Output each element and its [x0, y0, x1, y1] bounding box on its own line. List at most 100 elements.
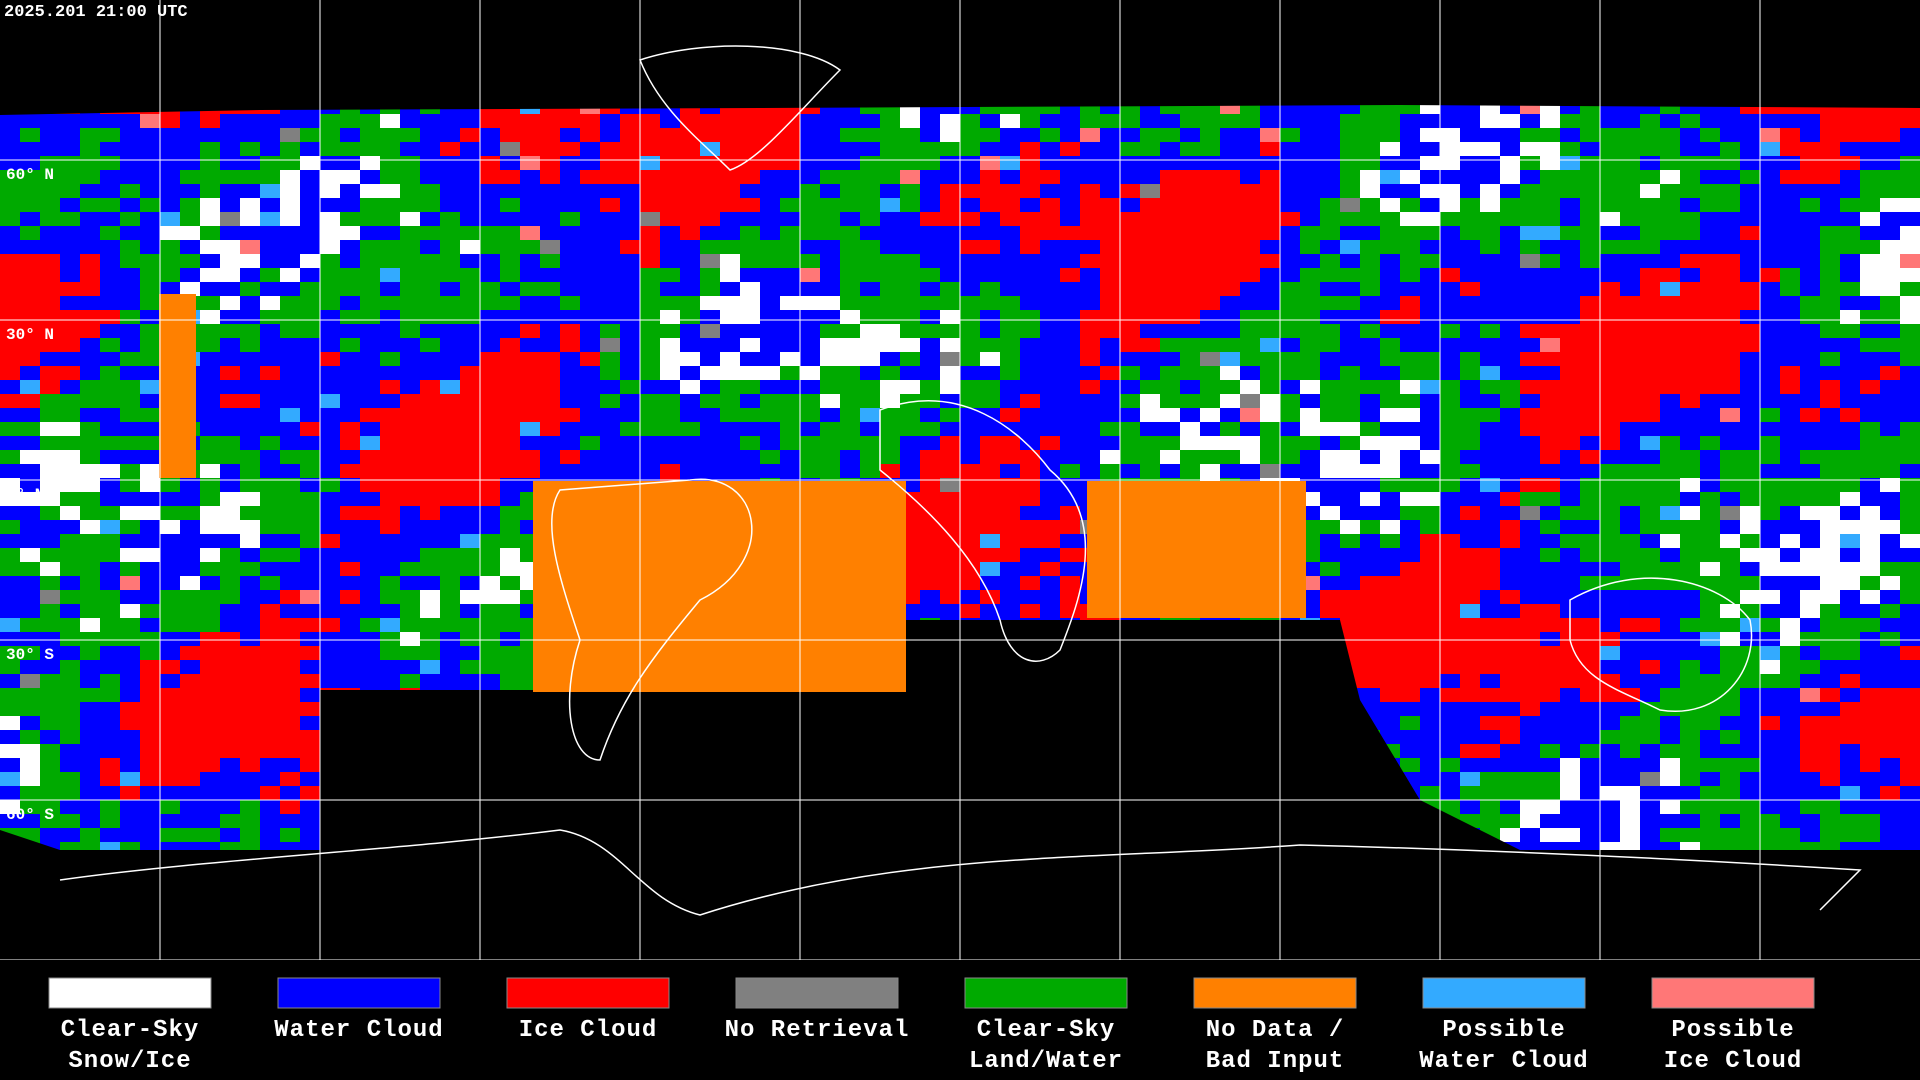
- cloud-cell: [1420, 105, 1440, 114]
- cloud-cell: [1720, 254, 1740, 268]
- cloud-cell: [780, 128, 800, 142]
- cloud-cell: [1720, 716, 1740, 730]
- cloud-cell: [1280, 240, 1300, 254]
- cloud-cell: [1400, 604, 1420, 618]
- cloud-cell: [380, 352, 400, 366]
- cloud-cell: [140, 632, 160, 646]
- cloud-cell: [420, 212, 440, 226]
- cloud-cell: [500, 114, 520, 128]
- cloud-cell: [1520, 478, 1540, 492]
- cloud-cell: [1360, 534, 1380, 548]
- cloud-cell: [1300, 142, 1320, 156]
- cloud-cell: [340, 450, 360, 464]
- cloud-cell: [1680, 814, 1700, 828]
- cloud-cell: [660, 352, 680, 366]
- cloud-cell: [340, 548, 360, 562]
- cloud-cell: [1480, 800, 1500, 814]
- cloud-cell: [1380, 730, 1400, 744]
- cloud-cell: [1540, 105, 1560, 114]
- cloud-cell: [1520, 660, 1540, 674]
- cloud-cell: [1580, 114, 1600, 128]
- cloud-cell: [1380, 198, 1400, 212]
- cloud-cell: [240, 618, 260, 632]
- cloud-cell: [700, 338, 720, 352]
- cloud-cell: [1280, 310, 1300, 324]
- cloud-cell: [960, 436, 980, 450]
- cloud-cell: [360, 520, 380, 534]
- cloud-cell: [240, 758, 260, 772]
- cloud-cell: [880, 142, 900, 156]
- cloud-cell: [60, 730, 80, 744]
- cloud-cell: [40, 464, 60, 478]
- cloud-cell: [940, 184, 960, 198]
- cloud-cell: [140, 170, 160, 184]
- cloud-cell: [820, 198, 840, 212]
- cloud-cell: [360, 674, 380, 688]
- cloud-cell: [1180, 105, 1200, 114]
- cloud-cell: [1620, 352, 1640, 366]
- cloud-cell: [1420, 660, 1440, 674]
- cloud-cell: [1380, 296, 1400, 310]
- cloud-cell: [1020, 212, 1040, 226]
- cloud-cell: [560, 128, 580, 142]
- cloud-cell: [0, 646, 20, 660]
- cloud-cell: [1520, 128, 1540, 142]
- cloud-cell: [1900, 590, 1920, 604]
- cloud-cell: [0, 142, 20, 156]
- cloud-cell: [1060, 156, 1080, 170]
- cloud-cell: [980, 114, 1000, 128]
- cloud-cell: [420, 534, 440, 548]
- cloud-cell: [1860, 436, 1880, 450]
- cloud-cell: [740, 310, 760, 324]
- cloud-cell: [740, 268, 760, 282]
- cloud-cell: [40, 268, 60, 282]
- cloud-cell: [240, 352, 260, 366]
- cloud-cell: [60, 632, 80, 646]
- cloud-cell: [1040, 324, 1060, 338]
- cloud-cell: [740, 436, 760, 450]
- cloud-cell: [1480, 562, 1500, 576]
- cloud-cell: [340, 170, 360, 184]
- cloud-cell: [1040, 352, 1060, 366]
- cloud-cell: [520, 324, 540, 338]
- cloud-cell: [1000, 548, 1020, 562]
- cloud-cell: [800, 296, 820, 310]
- cloud-cell: [1040, 478, 1060, 492]
- cloud-cell: [1840, 674, 1860, 688]
- cloud-cell: [1240, 170, 1260, 184]
- cloud-cell: [1580, 128, 1600, 142]
- cloud-cell: [1580, 590, 1600, 604]
- cloud-cell: [1900, 114, 1920, 128]
- cloud-cell: [480, 310, 500, 324]
- cloud-cell: [1560, 310, 1580, 324]
- cloud-cell: [1460, 296, 1480, 310]
- cloud-cell: [560, 464, 580, 478]
- cloud-cell: [760, 422, 780, 436]
- cloud-cell: [1040, 254, 1060, 268]
- cloud-cell: [1480, 352, 1500, 366]
- cloud-cell: [1420, 198, 1440, 212]
- cloud-cell: [1720, 282, 1740, 296]
- cloud-cell: [1220, 338, 1240, 352]
- cloud-cell: [1760, 156, 1780, 170]
- cloud-cell: [1420, 674, 1440, 688]
- cloud-cell: [1600, 338, 1620, 352]
- cloud-cell: [1440, 716, 1460, 730]
- cloud-cell: [20, 268, 40, 282]
- cloud-cell: [1140, 198, 1160, 212]
- cloud-cell: [720, 198, 740, 212]
- cloud-cell: [600, 282, 620, 296]
- cloud-cell: [780, 282, 800, 296]
- cloud-cell: [900, 240, 920, 254]
- cloud-cell: [240, 128, 260, 142]
- cloud-cell: [840, 310, 860, 324]
- cloud-cell: [1720, 380, 1740, 394]
- cloud-cell: [1280, 352, 1300, 366]
- cloud-cell: [80, 142, 100, 156]
- cloud-cell: [1620, 268, 1640, 282]
- cloud-cell: [1060, 366, 1080, 380]
- cloud-cell: [1420, 394, 1440, 408]
- cloud-cell: [200, 702, 220, 716]
- cloud-cell: [1600, 618, 1620, 632]
- cloud-cell: [1640, 618, 1660, 632]
